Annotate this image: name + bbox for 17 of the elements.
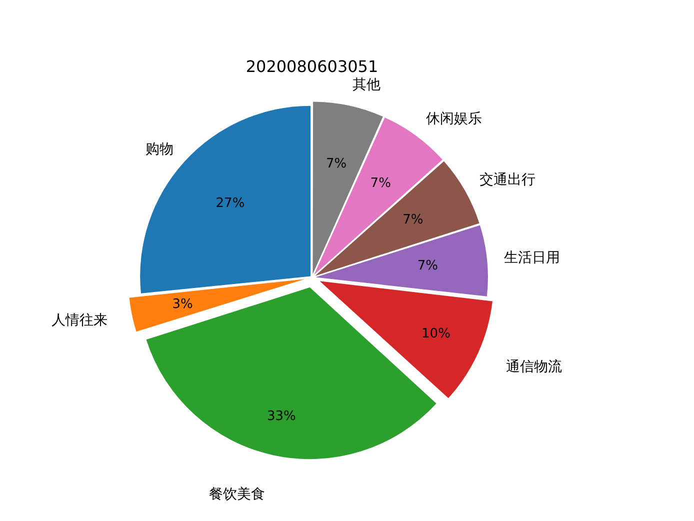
- slice-label: 餐饮美食: [208, 486, 265, 502]
- data-label: 7%: [417, 258, 438, 274]
- data-label: 3%: [172, 296, 193, 312]
- data-label: 27%: [216, 196, 245, 212]
- data-label: 33%: [266, 408, 296, 424]
- slice-label: 购物: [145, 142, 174, 158]
- slice-label: 其他: [352, 77, 380, 94]
- data-label: 7%: [370, 176, 391, 192]
- slice-label: 通信物流: [506, 358, 562, 375]
- chart-title: 2020080603051: [246, 56, 378, 76]
- data-label: 10%: [422, 326, 450, 342]
- slice-label: 人情往来: [51, 312, 108, 328]
- slice-label: 生活日用: [504, 250, 560, 266]
- slice-label: 休闲娱乐: [426, 110, 482, 127]
- slice-label: 交通出行: [480, 172, 536, 188]
- data-label: 7%: [402, 212, 424, 228]
- data-label: 7%: [326, 156, 347, 172]
